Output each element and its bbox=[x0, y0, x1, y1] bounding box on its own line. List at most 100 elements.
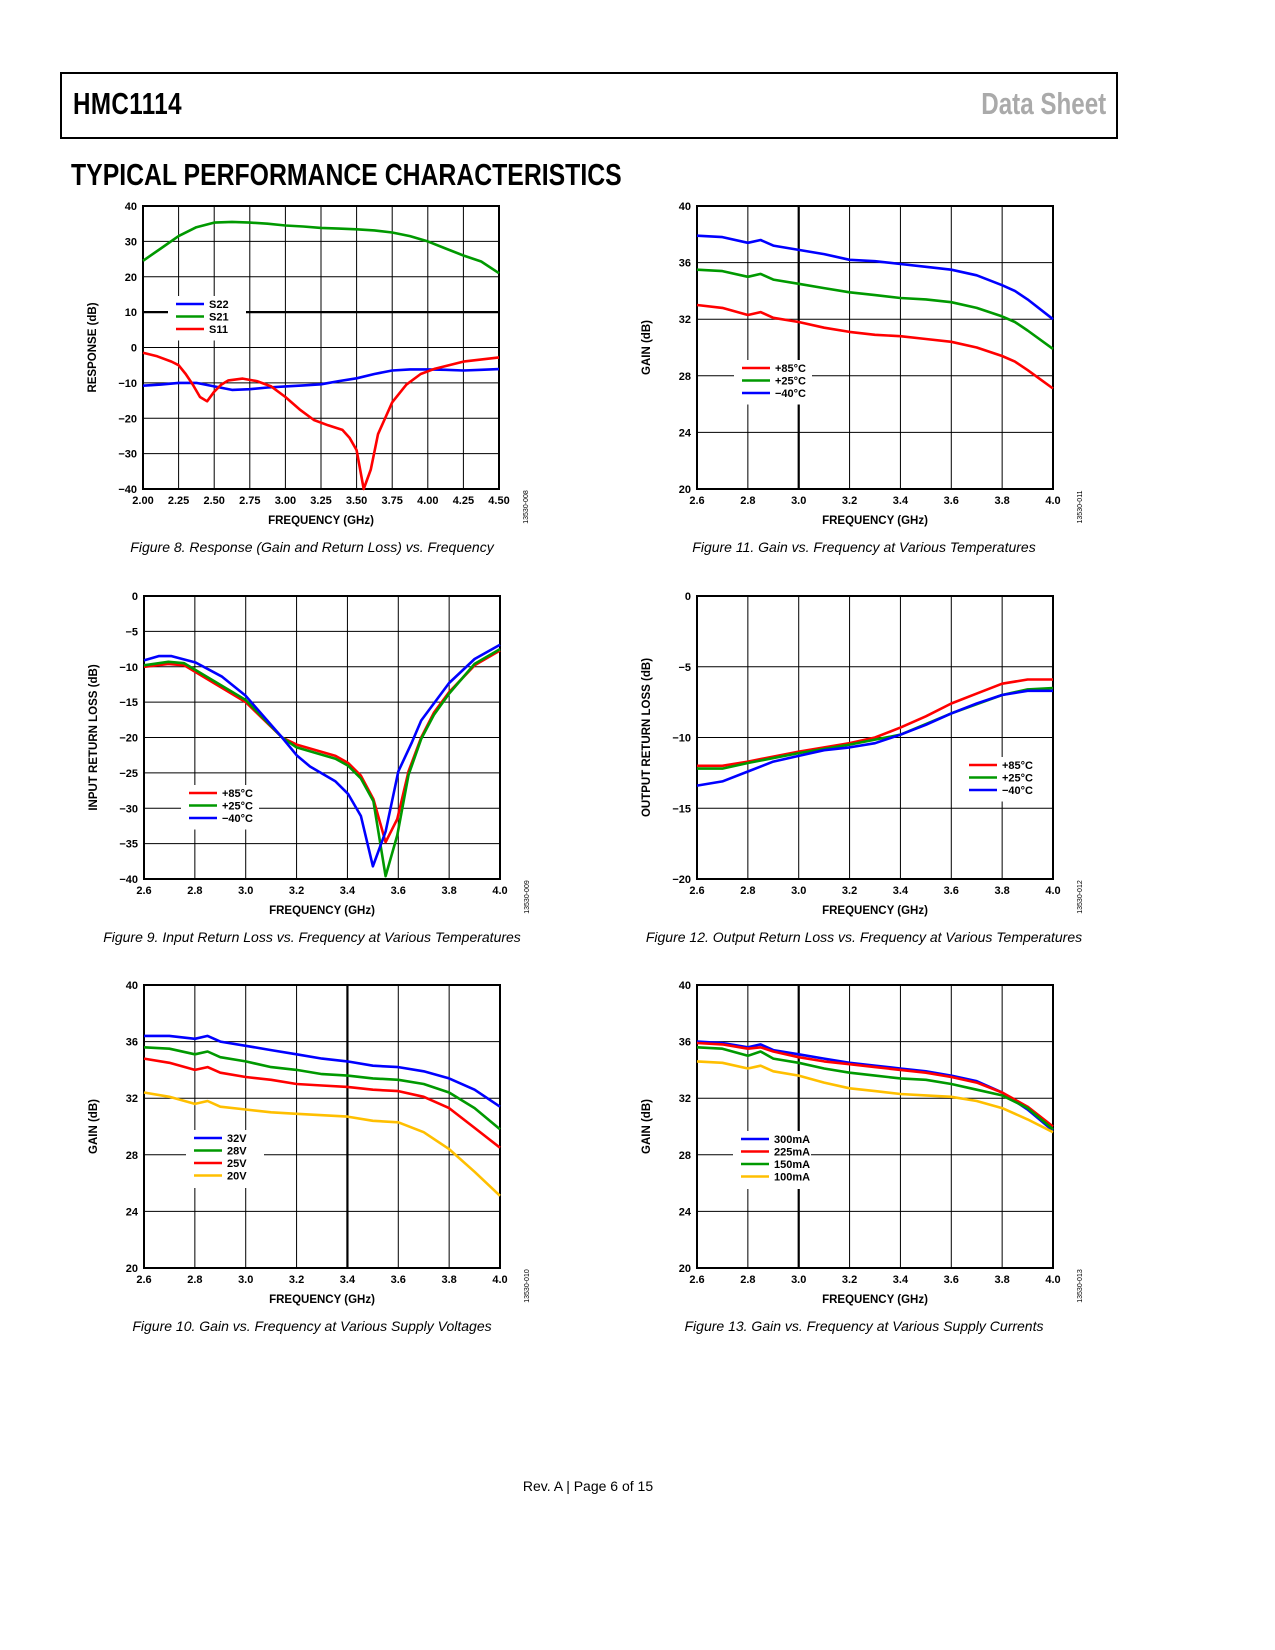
series-line-25V bbox=[143, 1057, 501, 1149]
series-line-40C bbox=[143, 643, 501, 868]
series-line-25C bbox=[143, 647, 501, 878]
x-tick-label: 4.0 bbox=[1045, 1274, 1060, 1286]
figure-caption: Figure 11. Gain vs. Frequency at Various… bbox=[692, 539, 1035, 555]
legend-label: −40°C bbox=[775, 388, 806, 400]
x-tick-label: 3.4 bbox=[340, 885, 356, 897]
legend-label: S11 bbox=[209, 324, 228, 336]
y-tick-label: 20 bbox=[679, 1263, 691, 1275]
y-tick-label: 0 bbox=[685, 591, 691, 603]
document-type: Data Sheet bbox=[981, 86, 1106, 121]
x-axis-title: FREQUENCY (GHz) bbox=[269, 1294, 375, 1306]
y-tick-label: 24 bbox=[679, 1206, 692, 1218]
y-tick-label: −15 bbox=[672, 803, 691, 815]
legend-label: +25°C bbox=[775, 376, 806, 388]
series-line-40C bbox=[696, 234, 1054, 321]
x-tick-label: 3.75 bbox=[381, 495, 402, 507]
series-line-S21 bbox=[142, 220, 500, 275]
y-tick-label: −5 bbox=[125, 626, 138, 638]
x-tick-label: 3.8 bbox=[994, 885, 1009, 897]
figure-caption: Figure 12. Output Return Loss vs. Freque… bbox=[646, 929, 1082, 945]
x-tick-label: 2.8 bbox=[740, 495, 755, 507]
y-axis-title: RESPONSE (dB) bbox=[87, 302, 99, 392]
x-tick-label: 4.00 bbox=[417, 495, 438, 507]
legend-label: +85°C bbox=[775, 363, 806, 375]
x-tick-label: 3.2 bbox=[842, 495, 857, 507]
series-line-85C bbox=[696, 303, 1054, 390]
x-tick-label: 3.4 bbox=[893, 885, 909, 897]
x-tick-label: 3.0 bbox=[238, 885, 253, 897]
y-tick-label: −5 bbox=[678, 662, 691, 674]
section-title: TYPICAL PERFORMANCE CHARACTERISTICS bbox=[71, 157, 622, 192]
series-line-40C bbox=[696, 689, 1053, 787]
x-tick-label: 3.6 bbox=[391, 885, 406, 897]
x-tick-label: 3.4 bbox=[893, 1274, 909, 1286]
legend-label: 150mA bbox=[774, 1159, 810, 1171]
x-tick-label: 2.50 bbox=[203, 495, 224, 507]
figure-id: 13530-010 bbox=[524, 1269, 531, 1303]
legend-label: 100mA bbox=[774, 1172, 810, 1184]
legend-box bbox=[733, 1131, 811, 1189]
x-tick-label: 3.50 bbox=[346, 495, 367, 507]
x-tick-label: 3.8 bbox=[441, 885, 456, 897]
y-axis-title: OUTPUT RETURN LOSS (dB) bbox=[641, 658, 653, 817]
y-tick-label: 32 bbox=[679, 314, 691, 326]
y-axis-title: GAIN (dB) bbox=[641, 1099, 653, 1154]
y-tick-label: 32 bbox=[679, 1093, 691, 1105]
x-tick-label: 4.50 bbox=[488, 495, 509, 507]
y-tick-label: −15 bbox=[119, 697, 138, 709]
plot-frame bbox=[696, 984, 1054, 1269]
x-tick-label: 3.2 bbox=[842, 885, 857, 897]
y-tick-label: 36 bbox=[126, 1037, 138, 1049]
y-tick-label: −20 bbox=[118, 413, 137, 425]
series-line-225mA bbox=[696, 1041, 1054, 1128]
figure-id: 13530-009 bbox=[524, 880, 531, 914]
figure-caption: Figure 13. Gain vs. Frequency at Various… bbox=[685, 1318, 1044, 1334]
y-tick-label: 36 bbox=[679, 258, 691, 270]
series-line-S11 bbox=[142, 351, 500, 491]
y-tick-label: 24 bbox=[126, 1206, 139, 1218]
chart-4: 2.6 2.8 3.0 3.2 3.4 3.6 3.8 4.0 −20 −15 −10 −5 0 +85°… bbox=[641, 591, 1084, 945]
y-tick-label: −35 bbox=[119, 839, 138, 851]
x-tick-label: 3.4 bbox=[893, 495, 909, 507]
plot-frame bbox=[143, 984, 501, 1269]
chart-6: 2.6 2.8 3.0 3.2 3.4 3.6 3.8 4.0 20 24 28 32 36 40 300m… bbox=[641, 980, 1084, 1334]
x-tick-label: 2.8 bbox=[187, 885, 202, 897]
chart-5: 2.6 2.8 3.0 3.2 3.4 3.6 3.8 4.020242832364032V2… bbox=[88, 980, 531, 1334]
x-axis-title: FREQUENCY (GHz) bbox=[822, 905, 928, 917]
x-tick-label: 3.6 bbox=[391, 1274, 406, 1286]
y-axis-title: GAIN (dB) bbox=[641, 320, 653, 375]
x-tick-label: 3.00 bbox=[275, 495, 296, 507]
y-tick-label: 36 bbox=[679, 1037, 691, 1049]
y-tick-label: −30 bbox=[118, 449, 137, 461]
y-tick-label: 28 bbox=[679, 1150, 691, 1162]
legend-label: 28V bbox=[227, 1146, 247, 1158]
x-tick-label: 4.0 bbox=[1045, 495, 1060, 507]
series-line-150mA bbox=[696, 1046, 1054, 1131]
legend-label: 300mA bbox=[774, 1134, 810, 1146]
y-tick-label: −20 bbox=[119, 733, 138, 745]
y-tick-label: 20 bbox=[679, 484, 691, 496]
legend-box bbox=[186, 1130, 264, 1188]
legend-label: S22 bbox=[209, 299, 229, 311]
page-footer: Rev. A | Page 6 of 15 bbox=[522, 1478, 654, 1494]
x-tick-label: 2.6 bbox=[136, 885, 151, 897]
x-tick-label: 3.6 bbox=[944, 1274, 959, 1286]
figure-id: 13530-011 bbox=[1077, 490, 1084, 523]
y-tick-label: −10 bbox=[118, 378, 137, 390]
y-tick-label: −30 bbox=[119, 803, 138, 815]
x-tick-label: 2.00 bbox=[132, 495, 153, 507]
x-tick-label: 3.8 bbox=[441, 1274, 456, 1286]
legend-label: −40°C bbox=[1002, 785, 1033, 797]
x-tick-label: 3.0 bbox=[791, 495, 806, 507]
x-tick-label: 3.0 bbox=[238, 1274, 253, 1286]
y-tick-label: −10 bbox=[672, 733, 691, 745]
series-line-S22 bbox=[142, 367, 500, 392]
figure-caption: Figure 8. Response (Gain and Return Loss… bbox=[130, 539, 494, 555]
x-tick-label: 3.0 bbox=[791, 885, 806, 897]
series-line-28V bbox=[143, 1046, 501, 1131]
x-tick-label: 4.0 bbox=[1045, 885, 1060, 897]
y-tick-label: 28 bbox=[679, 371, 691, 383]
y-tick-label: −40 bbox=[118, 484, 137, 496]
legend-label: +25°C bbox=[1002, 773, 1033, 785]
